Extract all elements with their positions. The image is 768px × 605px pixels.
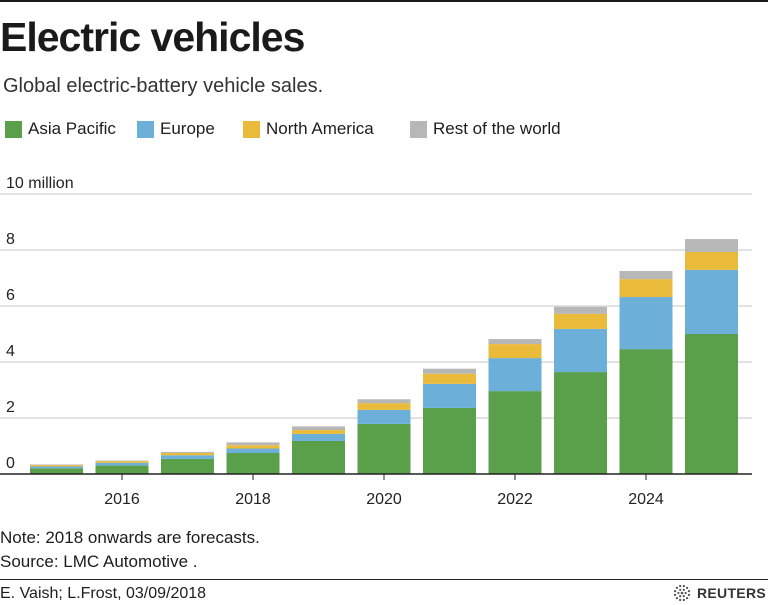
legend-swatch-asia-pacific — [5, 120, 22, 138]
bar-asia-pacific-2025 — [685, 334, 738, 474]
bar-rest-of-the-world-2025 — [685, 239, 738, 252]
bar-asia-pacific-2019 — [292, 440, 345, 474]
bar-europe-2018 — [226, 448, 280, 453]
x-tick-label-2020: 2020 — [366, 491, 402, 508]
legend-swatch-rest-of-the-world — [410, 120, 427, 138]
top-rule — [0, 0, 768, 2]
chart-area: 0 2 4 6 8 10 million 2016 2018 2020 2022 2024 — [0, 170, 768, 515]
bar-north-america-2025 — [685, 251, 738, 270]
bar-europe-2020 — [357, 409, 411, 424]
forecast-note: Note: 2018 onwards are forecasts. — [0, 528, 260, 547]
bar-north-america-2016 — [95, 461, 149, 463]
bar-north-america-2018 — [226, 445, 280, 449]
bar-europe-2021 — [423, 383, 476, 408]
y-axis-labels: 0 2 4 6 8 10 million — [6, 175, 74, 472]
y-tick-label-2: 2 — [6, 399, 15, 416]
x-tick-label-2016: 2016 — [104, 491, 140, 508]
bar-north-america-2024 — [619, 279, 673, 298]
bar-rest-of-the-world-2022 — [488, 339, 542, 345]
bar-europe-2022 — [488, 358, 542, 392]
author-credit: E. Vaish; L.Frost, 03/09/2018 — [0, 585, 207, 602]
bar-europe-2025 — [685, 269, 738, 334]
legend-item-rest-of-the-world: Rest of the world — [410, 118, 561, 140]
x-tick-label-2018: 2018 — [235, 491, 271, 508]
brand: REUTERS — [672, 583, 766, 603]
bar-europe-2015 — [30, 466, 83, 469]
x-axis-labels: 2016 2018 2020 2022 2024 — [104, 491, 664, 508]
bar-rest-of-the-world-2018 — [226, 442, 280, 446]
bars — [30, 239, 738, 474]
chart-subtitle: Global electric-battery vehicle sales. — [3, 75, 324, 97]
bar-asia-pacific-2018 — [226, 453, 280, 474]
x-tick-label-2022: 2022 — [497, 491, 533, 508]
reuters-logo-icon — [673, 584, 691, 602]
stacked-bar-chart: 0 2 4 6 8 10 million 2016 2018 2020 2022 2024 — [0, 175, 752, 508]
legend-swatch-north-america — [243, 120, 260, 138]
bar-asia-pacific-2021 — [423, 407, 476, 474]
bar-asia-pacific-2022 — [488, 391, 542, 474]
bar-north-america-2015 — [30, 465, 83, 467]
legend-label-europe: Europe — [160, 119, 215, 138]
legend: Asia Pacific Europe North America Rest o… — [0, 118, 768, 140]
brand-name: REUTERS — [697, 585, 766, 601]
bar-north-america-2019 — [292, 430, 345, 434]
legend-label-asia-pacific: Asia Pacific — [28, 119, 116, 138]
legend-item-europe: Europe — [137, 118, 215, 140]
legend-label-rest-of-the-world: Rest of the world — [433, 119, 561, 138]
bar-rest-of-the-world-2021 — [423, 368, 476, 374]
bar-rest-of-the-world-2017 — [161, 451, 214, 453]
bar-asia-pacific-2017 — [161, 458, 214, 474]
bar-rest-of-the-world-2020 — [357, 399, 411, 404]
legend-swatch-europe — [137, 120, 154, 138]
bar-europe-2023 — [554, 328, 607, 373]
bar-asia-pacific-2023 — [554, 372, 607, 474]
bar-north-america-2020 — [357, 403, 411, 410]
y-tick-label-6: 6 — [6, 287, 15, 304]
bar-north-america-2017 — [161, 453, 214, 456]
bar-asia-pacific-2024 — [619, 349, 673, 474]
bar-rest-of-the-world-2015 — [30, 464, 83, 466]
source-line: Source: LMC Automotive . — [0, 552, 198, 571]
y-tick-label-4: 4 — [6, 343, 15, 360]
chart-title: Electric vehicles — [0, 14, 305, 60]
y-tick-label-8: 8 — [6, 231, 15, 248]
x-axis — [0, 473, 752, 480]
legend-label-north-america: North America — [266, 119, 374, 138]
bar-rest-of-the-world-2016 — [95, 460, 149, 462]
bar-north-america-2021 — [423, 373, 476, 384]
y-tick-label-10: 10 million — [6, 175, 74, 192]
bar-asia-pacific-2015 — [30, 468, 83, 474]
y-tick-label-0: 0 — [6, 455, 15, 472]
bar-europe-2024 — [619, 297, 673, 350]
bar-europe-2019 — [292, 433, 345, 441]
bar-europe-2016 — [95, 462, 149, 466]
bar-rest-of-the-world-2023 — [554, 306, 607, 314]
legend-item-asia-pacific: Asia Pacific — [5, 118, 116, 140]
x-tick-label-2024: 2024 — [628, 491, 664, 508]
bar-asia-pacific-2016 — [95, 465, 149, 474]
bar-asia-pacific-2020 — [357, 423, 411, 474]
bar-europe-2017 — [161, 455, 214, 459]
bottom-rule — [0, 579, 768, 580]
legend-item-north-america: North America — [243, 118, 374, 140]
bar-rest-of-the-world-2024 — [619, 271, 673, 280]
bar-north-america-2022 — [488, 344, 542, 359]
bar-north-america-2023 — [554, 313, 607, 329]
bar-rest-of-the-world-2019 — [292, 426, 345, 431]
